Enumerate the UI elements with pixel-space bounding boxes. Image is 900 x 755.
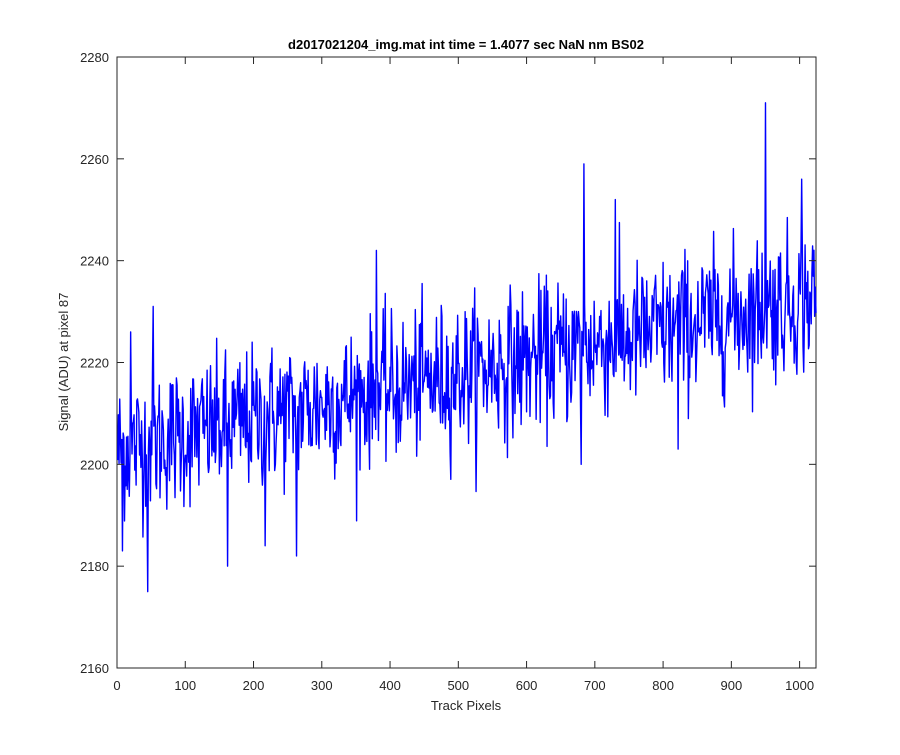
x-tick-label: 400 [379, 678, 401, 693]
x-axis-label: Track Pixels [431, 698, 502, 713]
x-tick-label: 0 [113, 678, 120, 693]
x-tick-label: 100 [174, 678, 196, 693]
y-tick-label: 2200 [80, 457, 109, 472]
x-tick-label: 800 [652, 678, 674, 693]
y-tick-label: 2180 [80, 559, 109, 574]
x-tick-label: 300 [311, 678, 333, 693]
series-layer [116, 102, 817, 593]
y-tick-label: 2260 [80, 152, 109, 167]
x-tick-label: 600 [516, 678, 538, 693]
x-tick-label: 700 [584, 678, 606, 693]
ticks-layer: 0 100 200 300 400 500 600 700 800 900 1000 2160 2180… [80, 50, 816, 693]
x-tick-label: 900 [721, 678, 743, 693]
y-tick-label: 2160 [80, 661, 109, 676]
x-tick-label: 500 [447, 678, 469, 693]
series-line [116, 102, 817, 593]
chart-title: d2017021204_img.mat int time = 1.4077 se… [288, 37, 644, 52]
y-tick-label: 2280 [80, 50, 109, 65]
y-axis-label: Signal (ADU) at pixel 87 [56, 293, 71, 432]
x-tick-label: 1000 [785, 678, 814, 693]
y-tick-label: 2220 [80, 356, 109, 371]
y-tick-label: 2240 [80, 254, 109, 269]
x-tick-label: 200 [243, 678, 265, 693]
